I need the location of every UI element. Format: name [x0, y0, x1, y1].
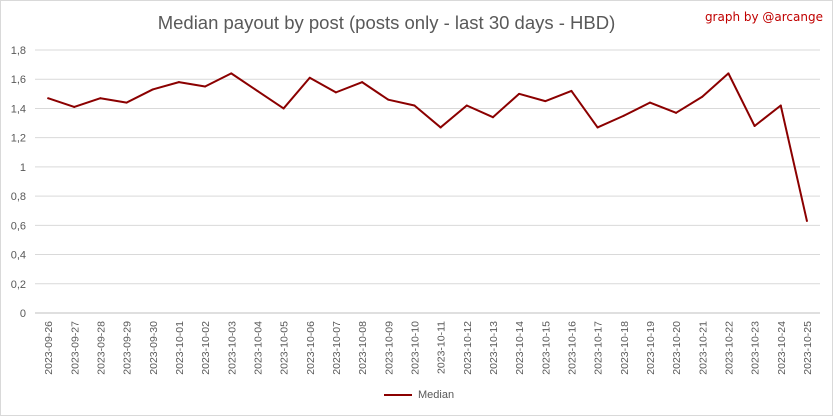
y-tick-label: 0,6: [11, 220, 26, 232]
x-tick-label: 2023-10-13: [488, 321, 500, 375]
data-point: [701, 95, 704, 98]
legend-swatch: [384, 394, 412, 396]
data-point: [622, 114, 625, 117]
x-tick-label: 2023-10-08: [357, 321, 369, 375]
data-point: [73, 105, 76, 108]
x-tick-label: 2023-10-18: [619, 321, 631, 375]
data-point: [596, 126, 599, 129]
y-tick-label: 1,2: [11, 133, 26, 145]
x-tick-label: 2023-10-09: [383, 321, 395, 375]
x-tick-label: 2023-10-15: [540, 321, 552, 375]
x-tick-label: 2023-09-28: [95, 321, 107, 375]
x-tick-label: 2023-10-23: [750, 321, 762, 375]
data-point: [230, 72, 233, 75]
data-point: [675, 111, 678, 114]
x-tick-label: 2023-10-14: [514, 321, 526, 375]
x-tick-label: 2023-10-03: [226, 321, 238, 375]
x-tick-label: 2023-10-17: [593, 321, 605, 375]
x-tick-label: 2023-09-26: [43, 321, 55, 375]
x-tick-label: 2023-10-11: [436, 321, 448, 374]
x-tick-label: 2023-10-16: [566, 321, 578, 375]
y-tick-label: 1,4: [11, 103, 26, 115]
data-point: [47, 97, 50, 100]
data-point: [308, 76, 311, 79]
data-point: [413, 104, 416, 107]
data-point: [361, 81, 364, 84]
x-tick-label: 2023-10-20: [671, 321, 683, 375]
x-tick-label: 2023-10-06: [305, 321, 317, 375]
data-point: [805, 219, 808, 222]
x-tick-label: 2023-10-05: [279, 321, 291, 375]
y-tick-label: 0,4: [11, 250, 26, 262]
y-tick-label: 1,8: [11, 45, 26, 57]
y-tick-label: 0,2: [11, 279, 26, 291]
data-point: [491, 116, 494, 119]
data-point: [753, 124, 756, 127]
data-point: [334, 91, 337, 94]
data-point: [727, 72, 730, 75]
x-tick-label: 2023-10-21: [697, 321, 709, 375]
x-tick-label: 2023-10-12: [462, 321, 474, 375]
data-point: [648, 101, 651, 104]
x-tick-label: 2023-09-29: [122, 321, 134, 375]
x-tick-label: 2023-10-24: [776, 321, 788, 375]
data-point: [465, 104, 468, 107]
y-tick-label: 0,8: [11, 191, 26, 203]
data-point: [439, 126, 442, 129]
x-tick-label: 2023-10-01: [174, 321, 186, 375]
x-tick-label: 2023-10-10: [409, 321, 421, 375]
series-line-median: [47, 72, 808, 222]
x-tick-label: 2023-10-22: [723, 321, 735, 375]
legend: Median: [384, 389, 454, 401]
x-tick-label: 2023-09-27: [69, 321, 81, 375]
x-tick-label: 2023-10-19: [645, 321, 657, 375]
credit-label: graph by @arcange: [704, 10, 823, 24]
data-point: [99, 97, 102, 100]
data-point: [204, 85, 207, 88]
data-point: [282, 107, 285, 110]
data-point: [779, 104, 782, 107]
y-tick-label: 0: [20, 308, 26, 320]
data-point: [387, 98, 390, 101]
y-tick-label: 1: [20, 162, 26, 174]
data-point: [518, 92, 521, 95]
chart-title: Median payout by post (posts only - last…: [157, 12, 616, 33]
x-tick-label: 2023-10-04: [252, 321, 264, 375]
x-tick-label: 2023-10-25: [802, 321, 814, 375]
x-tick-label: 2023-10-02: [200, 321, 212, 375]
data-point: [125, 101, 128, 104]
data-point: [151, 88, 154, 91]
x-tick-label: 2023-10-07: [331, 321, 343, 375]
data-point: [570, 89, 573, 92]
legend-label: Median: [418, 389, 455, 401]
x-tick-label: 2023-09-30: [148, 321, 160, 375]
data-point: [177, 81, 180, 84]
data-point: [256, 89, 259, 92]
y-tick-label: 1,6: [11, 74, 26, 86]
data-point: [544, 100, 547, 103]
